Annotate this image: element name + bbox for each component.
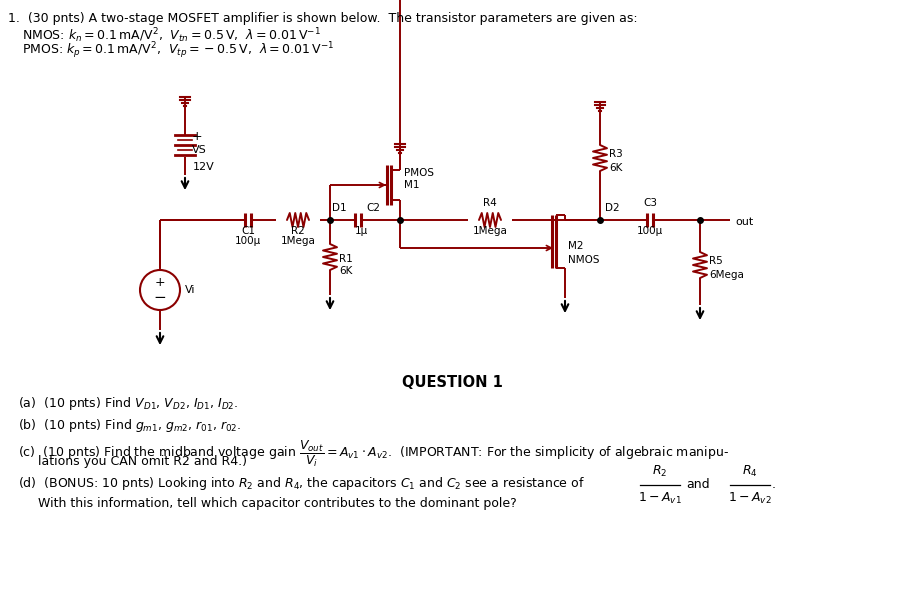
Text: (b)  (10 pnts) Find $g_{m1}$, $g_{m2}$, $r_{01}$, $r_{02}$.: (b) (10 pnts) Find $g_{m1}$, $g_{m2}$, $… [18, 417, 242, 434]
Text: C2: C2 [366, 203, 380, 213]
Text: R3: R3 [609, 149, 623, 159]
Text: $R_2$: $R_2$ [653, 464, 668, 479]
Text: 6K: 6K [609, 163, 623, 173]
Text: 1Mega: 1Mega [281, 236, 316, 246]
Text: 1μ: 1μ [355, 226, 367, 236]
Text: +: + [155, 277, 166, 290]
Text: NMOS: NMOS [568, 255, 599, 265]
Text: (d)  (BONUS: 10 pnts) Looking into $R_2$ and $R_4$, the capacitors $C_1$ and $C_: (d) (BONUS: 10 pnts) Looking into $R_2$ … [18, 475, 585, 492]
Text: C1: C1 [241, 226, 255, 236]
Text: 6Mega: 6Mega [709, 270, 744, 280]
Text: 1.  (30 pnts) A two-stage MOSFET amplifier is shown below.  The transistor param: 1. (30 pnts) A two-stage MOSFET amplifie… [8, 12, 638, 25]
Text: $1 - A_{v2}$: $1 - A_{v2}$ [729, 491, 772, 506]
Text: out: out [735, 217, 753, 227]
Text: Vi: Vi [185, 285, 195, 295]
Text: R2: R2 [291, 226, 305, 236]
Text: lations you CAN omit R2 and R4.): lations you CAN omit R2 and R4.) [38, 455, 247, 468]
Text: (a)  (10 pnts) Find $V_{D1}$, $V_{D2}$, $I_{D1}$, $I_{D2}$.: (a) (10 pnts) Find $V_{D1}$, $V_{D2}$, $… [18, 395, 238, 412]
Text: $R_4$: $R_4$ [742, 464, 757, 479]
Text: .: . [772, 478, 776, 491]
Text: M1: M1 [404, 180, 420, 190]
Text: (c)  (10 pnts) Find the midband voltage gain $\dfrac{V_{out}}{V_i} = A_{v1} \cdo: (c) (10 pnts) Find the midband voltage g… [18, 439, 729, 469]
Text: $1 - A_{v1}$: $1 - A_{v1}$ [638, 491, 681, 506]
Text: 100μ: 100μ [235, 236, 262, 246]
Text: 100μ: 100μ [637, 226, 663, 236]
Text: PMOS: $k_p = 0.1\,\mathrm{mA/V^2}$,  $V_{tp} = -0.5\,\mathrm{V}$,  $\lambda = 0.: PMOS: $k_p = 0.1\,\mathrm{mA/V^2}$, $V_{… [22, 40, 335, 61]
Text: +: + [192, 130, 203, 143]
Text: D2: D2 [605, 203, 620, 213]
Text: R5: R5 [709, 256, 723, 266]
Text: 6K: 6K [339, 266, 352, 276]
Text: C3: C3 [643, 198, 657, 208]
Text: VS: VS [192, 145, 206, 155]
Text: NMOS: $k_n = 0.1\,\mathrm{mA/V^2}$,  $V_{tn} = 0.5\,\mathrm{V}$,  $\lambda = 0.0: NMOS: $k_n = 0.1\,\mathrm{mA/V^2}$, $V_{… [22, 26, 321, 45]
Text: 1Mega: 1Mega [472, 226, 508, 236]
Text: With this information, tell which capacitor contributes to the dominant pole?: With this information, tell which capaci… [38, 497, 517, 510]
Text: D1: D1 [332, 203, 347, 213]
Text: −: − [154, 290, 167, 304]
Text: M2: M2 [568, 241, 584, 251]
Text: QUESTION 1: QUESTION 1 [402, 375, 502, 390]
Text: R4: R4 [483, 198, 497, 208]
Text: R1: R1 [339, 254, 353, 264]
Text: 12V: 12V [193, 162, 214, 172]
Text: and: and [686, 478, 710, 491]
Text: PMOS: PMOS [404, 168, 434, 178]
